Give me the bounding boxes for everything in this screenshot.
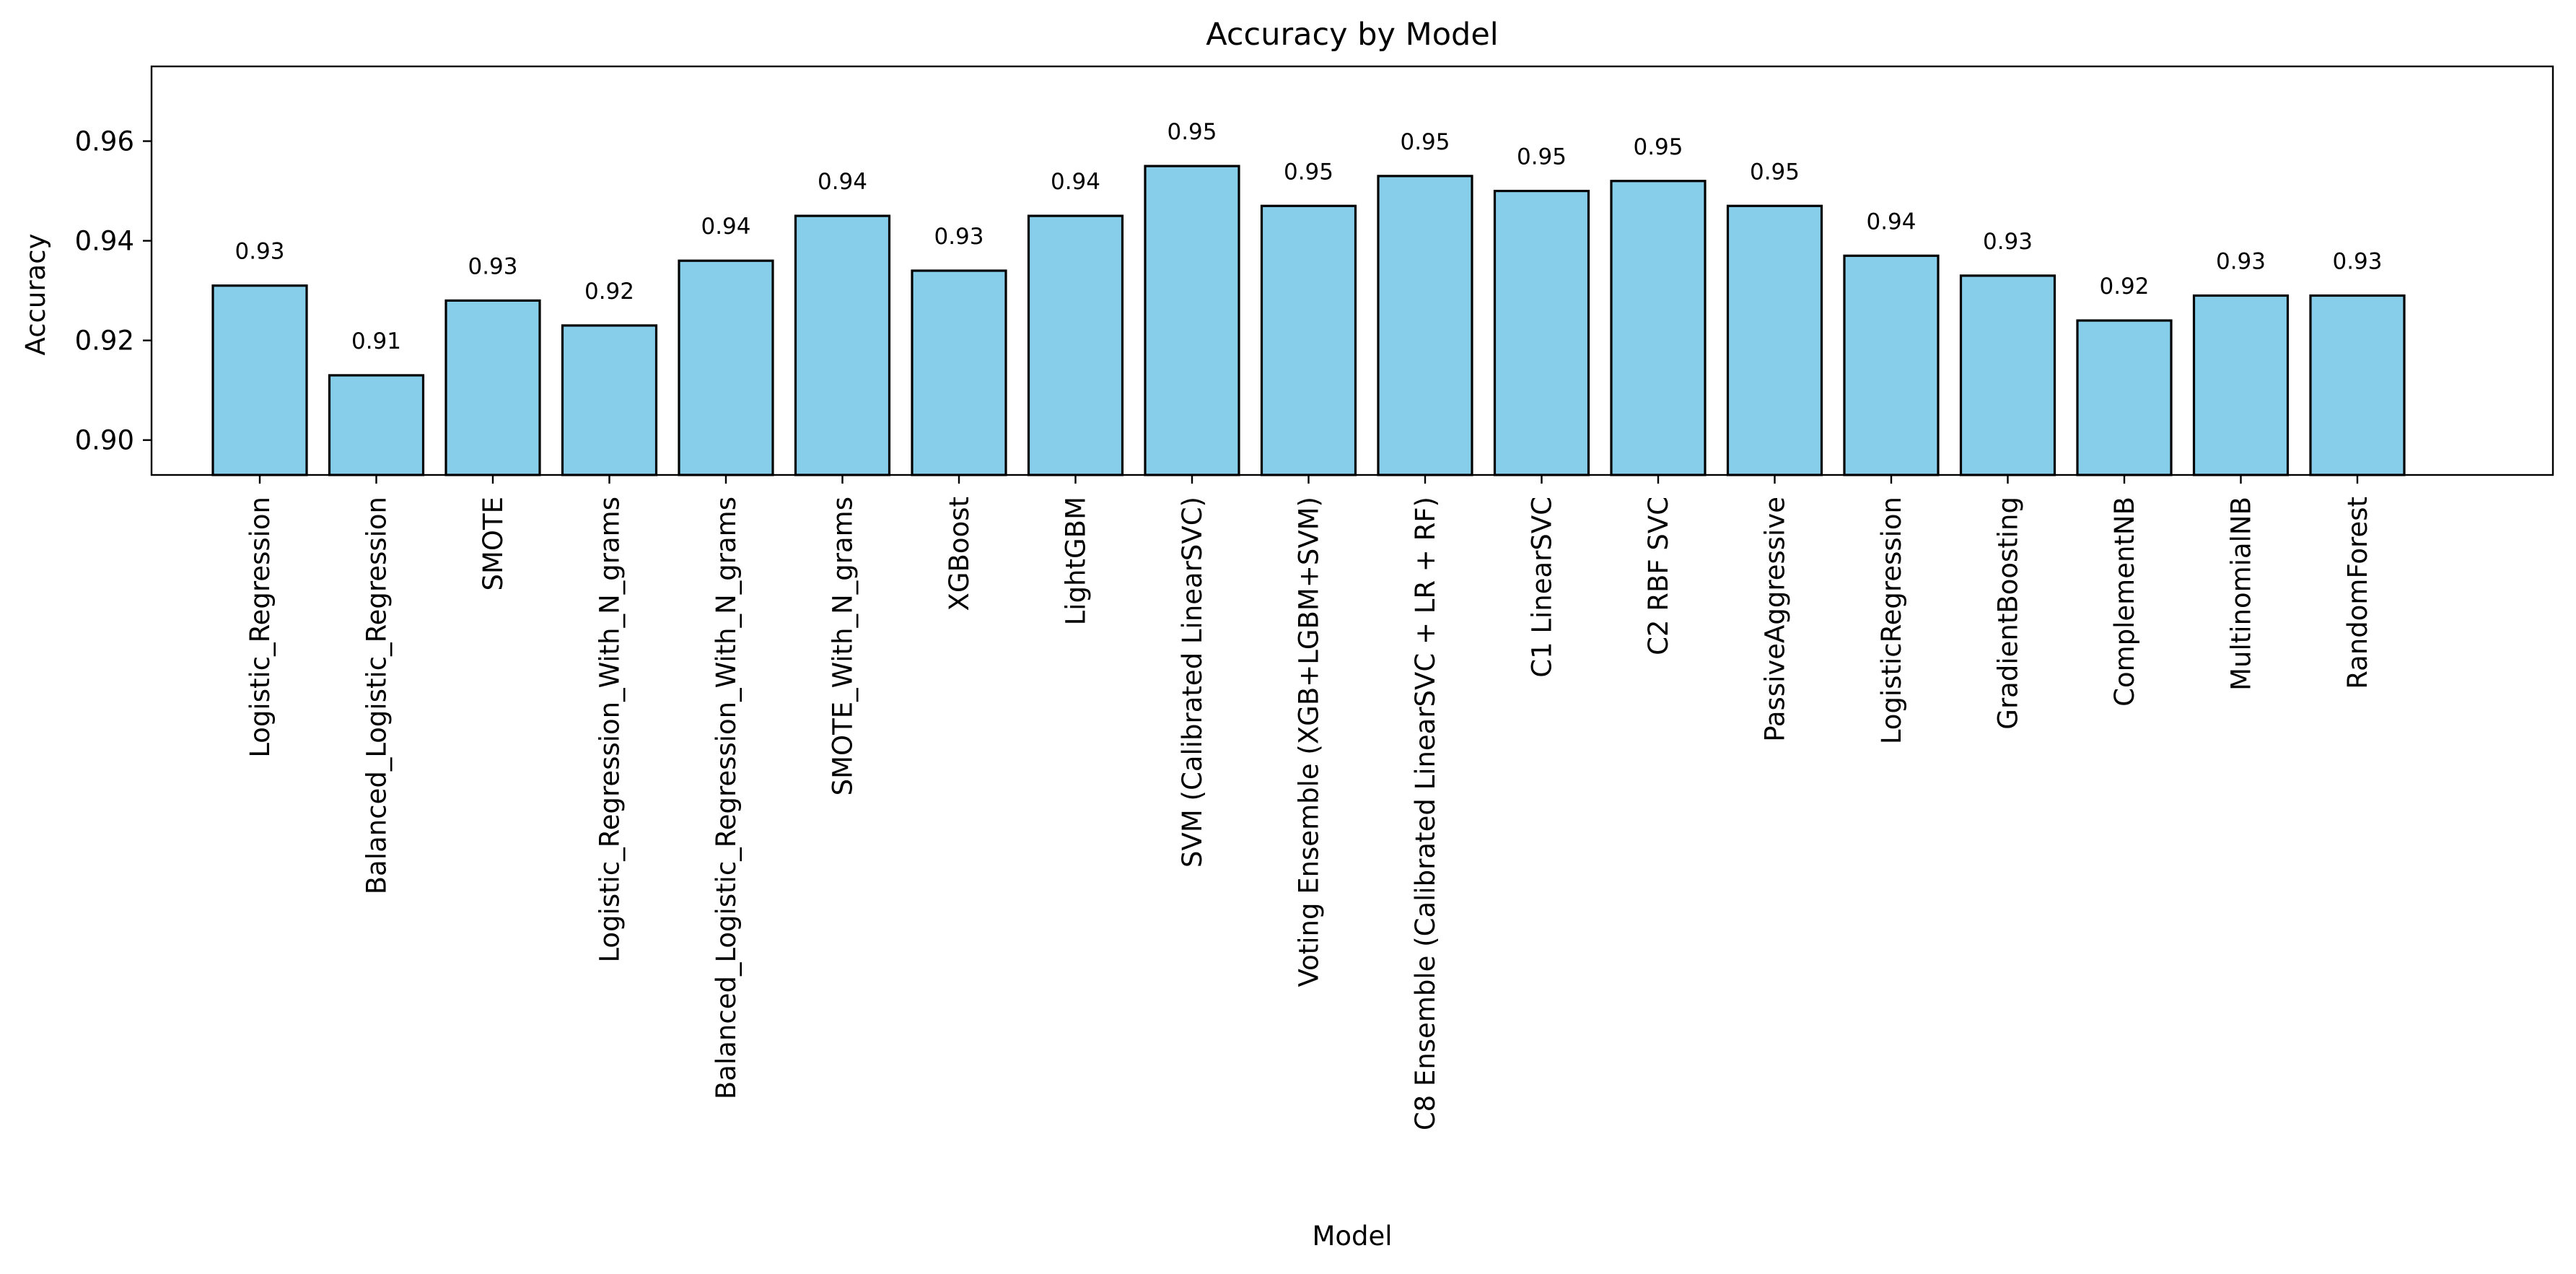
y-axis-label: Accuracy	[20, 234, 51, 356]
bar	[1260, 204, 1357, 476]
bar	[1726, 204, 1823, 476]
data-label: 0.95	[1167, 119, 1217, 145]
x-axis-label: Model	[1312, 1221, 1392, 1252]
x-tick-label: PassiveAggressive	[1760, 497, 1791, 742]
data-label: 0.95	[1633, 134, 1683, 160]
bar	[2309, 294, 2406, 476]
plot-frame	[150, 65, 2554, 476]
bar	[1610, 180, 1707, 476]
data-label: 0.92	[2099, 274, 2149, 300]
bar	[678, 259, 774, 476]
x-tick-label: C1 LinearSVC	[1527, 497, 1558, 678]
x-tick-label: MultinomialNB	[2226, 497, 2257, 691]
data-label: 0.95	[1284, 159, 1333, 185]
data-label: 0.94	[818, 169, 867, 195]
bar	[1377, 175, 1473, 476]
bar	[911, 269, 1007, 476]
data-label: 0.95	[1750, 159, 1800, 185]
x-tick-label: Logistic_Regression_With_N_grams	[595, 497, 626, 963]
x-tick-label: LogisticRegression	[1876, 497, 1907, 744]
bar	[2192, 294, 2290, 476]
bar	[1959, 274, 2056, 476]
x-tick-label: SMOTE_With_N_grams	[828, 497, 859, 795]
bar	[2076, 319, 2173, 476]
x-tick-label: Balanced_Logistic_Regression	[362, 497, 393, 894]
plot-area: 0.93 Logistic_Regression 0.91 Balanced_Logi…	[75, 65, 2554, 1130]
chart-title: Accuracy by Model	[1206, 17, 1499, 53]
data-label: 0.94	[701, 214, 750, 240]
data-label: 0.94	[1051, 169, 1100, 195]
data-label: 0.92	[584, 279, 634, 305]
x-tick-label: LightGBM	[1061, 497, 1092, 625]
bar	[444, 299, 541, 476]
bar	[328, 374, 425, 476]
x-tick-label: SMOTE	[478, 497, 509, 591]
data-label: 0.95	[1517, 144, 1567, 170]
y-tick-label: 0.92	[75, 326, 134, 357]
x-tick-label: Voting Ensemble (XGB+LGBM+SVM)	[1294, 497, 1325, 987]
bar	[1027, 214, 1124, 476]
x-tick-label: C8 Ensemble (Calibrated LinearSVC + LR +…	[1410, 497, 1441, 1130]
x-tick-label: RandomForest	[2342, 497, 2373, 689]
data-label: 0.95	[1400, 129, 1450, 155]
y-tick-label: 0.90	[75, 425, 134, 456]
x-tick-label: SVM (Calibrated LinearSVC)	[1177, 497, 1208, 868]
data-label: 0.93	[2332, 249, 2382, 275]
x-tick-label: GradientBoosting	[1993, 497, 2024, 730]
data-label: 0.93	[1983, 229, 2033, 255]
y-tick-label: 0.96	[75, 126, 134, 157]
bar	[561, 324, 658, 476]
x-tick-label: C2 RBF SVC	[1643, 497, 1674, 655]
data-label: 0.93	[2216, 249, 2266, 275]
data-label: 0.94	[1866, 209, 1916, 235]
data-label: 0.93	[934, 224, 983, 250]
y-tick-label: 0.94	[75, 226, 134, 257]
bar	[1493, 189, 1590, 476]
data-label: 0.93	[468, 253, 517, 279]
data-label: 0.91	[351, 328, 401, 354]
bar	[794, 214, 891, 476]
bar	[211, 284, 308, 476]
bar	[1144, 165, 1240, 476]
x-tick-label: ComplementNB	[2109, 497, 2140, 707]
bar	[1843, 254, 1940, 476]
x-tick-label: XGBoost	[944, 497, 975, 611]
x-tick-label: Balanced_Logistic_Regression_With_N_gram…	[711, 497, 742, 1099]
data-label: 0.93	[235, 239, 284, 265]
x-tick-label: Logistic_Regression	[245, 497, 276, 758]
